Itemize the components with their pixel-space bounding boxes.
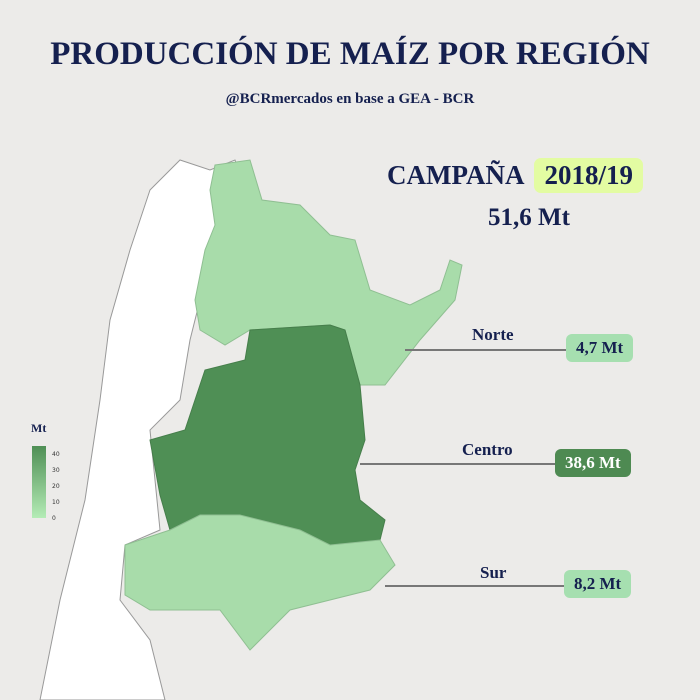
region-sur — [124, 514, 396, 651]
region-value-sur: 8,2 Mt — [564, 570, 632, 598]
legend-tick: 0 — [52, 515, 56, 522]
centro-leader-line — [360, 463, 555, 465]
campaign-header: CAMPAÑA 2018/19 — [387, 158, 643, 193]
region-norte — [194, 159, 463, 386]
legend-tick: 40 — [52, 451, 60, 458]
region-label-sur: Sur — [480, 563, 507, 582]
campaign-total: 51,6 Mt — [488, 204, 570, 231]
region-value-centro: 38,6 Mt — [555, 449, 631, 477]
legend-title: Mt — [31, 421, 47, 435]
region-label-centro: Centro — [462, 440, 513, 459]
legend-tick: 20 — [52, 483, 60, 490]
sur-leader-line — [385, 585, 565, 587]
campaign-year-badge: 2018/19 — [534, 158, 643, 193]
page-title: PRODUCCIÓN DE MAÍZ POR REGIÓN — [50, 36, 650, 72]
region-value-norte: 4,7 Mt — [566, 334, 634, 362]
legend-tick: 10 — [52, 499, 60, 506]
source-subtitle: @BCRmercados en base a GEA - BCR — [225, 91, 475, 107]
campaign-label: CAMPAÑA — [387, 160, 525, 190]
legend-color-bar — [32, 446, 46, 518]
region-label-norte: Norte — [472, 325, 514, 344]
legend-tick: 30 — [52, 467, 60, 474]
norte-leader-line — [405, 349, 567, 351]
